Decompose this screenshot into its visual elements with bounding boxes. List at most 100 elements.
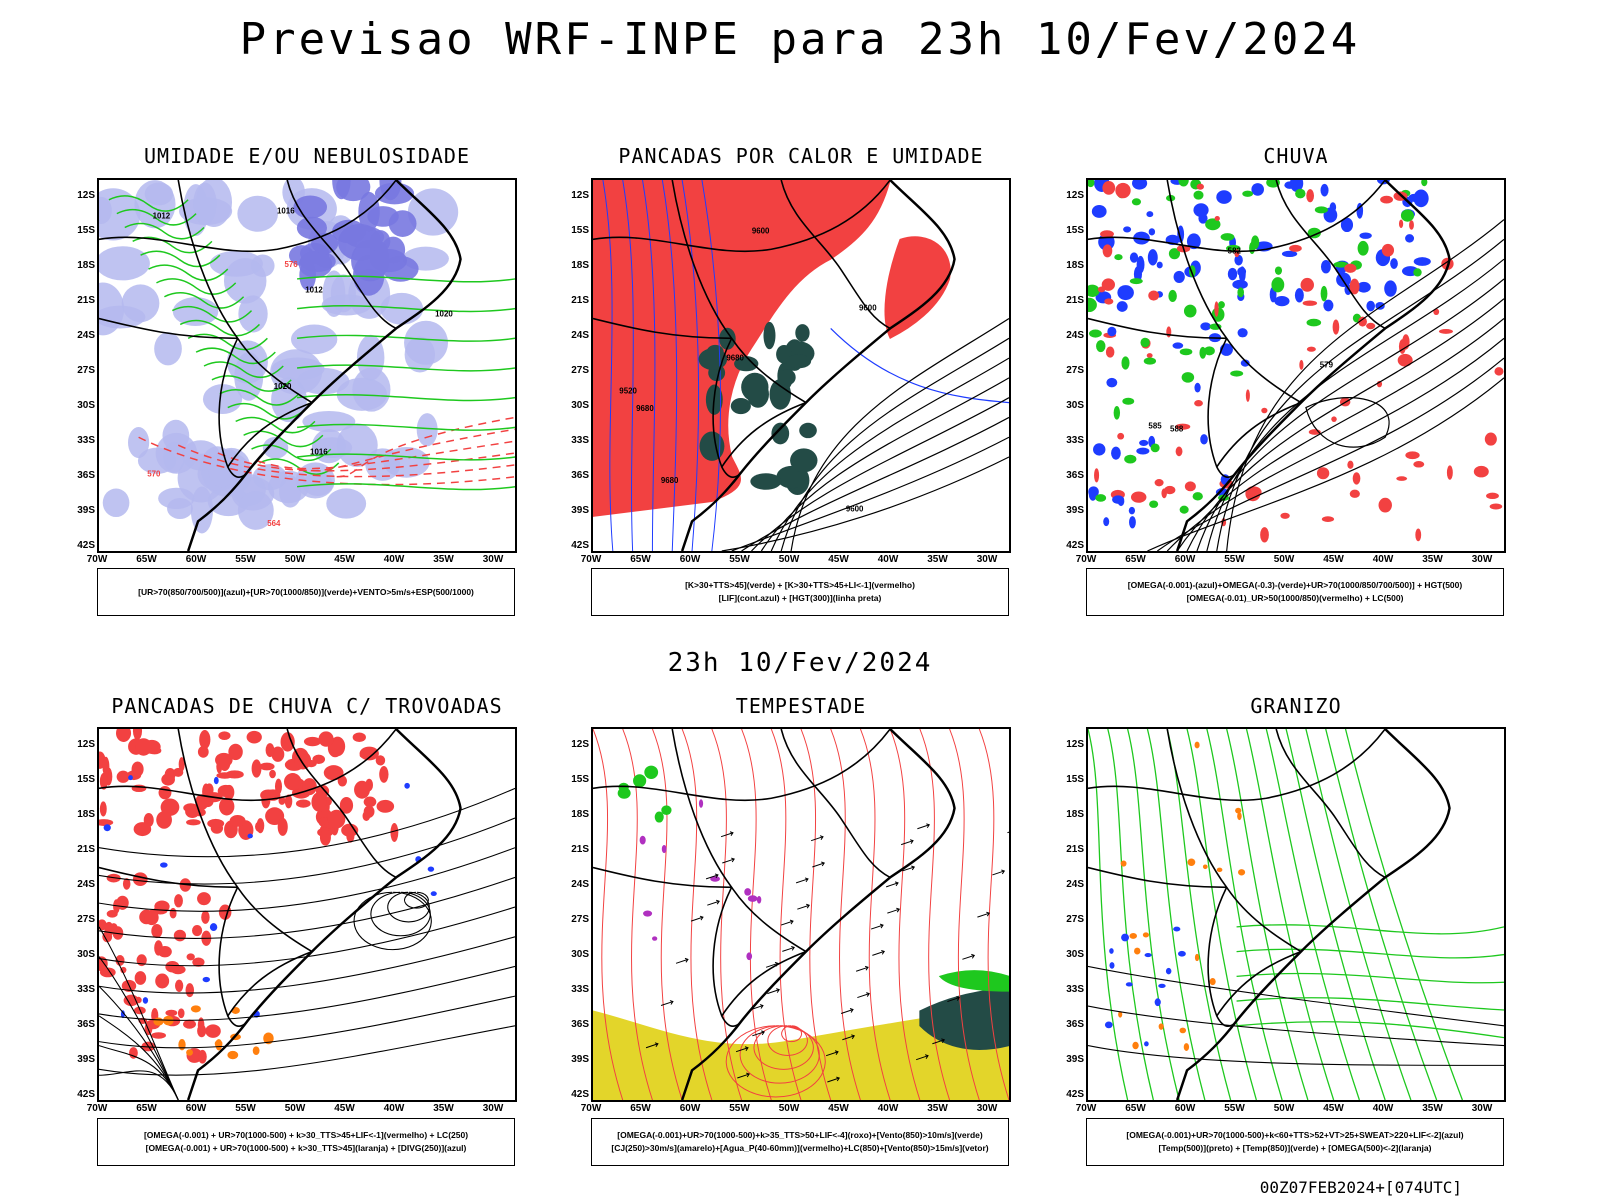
longitude-label: 60W [185, 554, 207, 565]
legend-line: [OMEGA(-0.001) + UR>70(1000-500) + k>30_… [145, 1143, 467, 1153]
latitude-label: 12S [571, 190, 589, 201]
panel-legend: [OMEGA(-0.001) + UR>70(1000-500) + k>30_… [97, 1118, 515, 1166]
latitude-label: 18S [1066, 809, 1084, 820]
latitude-label: 15S [571, 225, 589, 236]
latitude-label: 33S [77, 984, 95, 995]
latitude-label: 30S [571, 400, 589, 411]
latitude-label: 39S [571, 505, 589, 516]
longitude-label: 50W [778, 554, 800, 565]
latitude-label: 36S [77, 1019, 95, 1030]
latitude-label: 27S [571, 914, 589, 925]
longitude-label: 60W [679, 1103, 701, 1114]
map-plot [99, 729, 515, 1100]
contour-label: 1012 [305, 285, 323, 294]
panel-legend: [OMEGA(-0.001)+UR>70(1000-500)+k<60+TTS>… [1086, 1118, 1504, 1166]
contour-label: 1012 [153, 212, 171, 221]
latitude-label: 33S [571, 435, 589, 446]
longitude-label: 70W [86, 554, 108, 565]
latitude-label: 12S [571, 739, 589, 750]
latitude-label: 33S [571, 984, 589, 995]
mid-title: 23h 10/Fev/2024 [667, 648, 933, 678]
latitude-label: 12S [77, 739, 95, 750]
latitude-label: 24S [571, 330, 589, 341]
main-title: Previsao WRF-INPE para 23h 10/Fev/2024 [239, 14, 1361, 65]
panel-legend: [UR>70(850/700/500)](azul)+[UR>70(1000/8… [97, 568, 515, 616]
longitude-label: 40W [877, 1103, 899, 1114]
latitude-label: 21S [77, 844, 95, 855]
legend-line: [LIF](cont.azul) + [HGT(300)](linha pret… [718, 593, 882, 603]
longitude-label: 30W [976, 1103, 998, 1114]
longitude-label: 50W [778, 1103, 800, 1114]
latitude-label: 30S [77, 949, 95, 960]
longitude-label: 45W [1323, 1103, 1344, 1114]
latitude-label: 42S [77, 1089, 95, 1100]
map-plot [593, 729, 1009, 1100]
legend-line: [OMEGA(-0.001)-(azul)+OMEGA(-0.3)-(verde… [1127, 580, 1463, 590]
latitude-label: 36S [77, 470, 95, 481]
longitude-label: 30W [1471, 1103, 1493, 1114]
contour-label: 9600 [846, 505, 864, 514]
longitude-label: 40W [1372, 1103, 1394, 1114]
contour-label: 1020 [274, 382, 292, 391]
latitude-label: 21S [1066, 844, 1084, 855]
contour-label: 582 [1228, 246, 1242, 255]
contour-label: 9680 [636, 404, 654, 413]
longitude-label: 30W [976, 554, 998, 565]
latitude-label: 24S [77, 330, 95, 341]
panel-legend: [OMEGA(-0.001)+UR>70(1000-500)+k>35_TTS>… [591, 1118, 1009, 1166]
contour-label: 9600 [859, 304, 877, 313]
longitude-label: 50W [1273, 1103, 1295, 1114]
legend-line: [OMEGA(-0.01)_UR>50(1000/850)(vermelho) … [1186, 593, 1404, 603]
contour-label: 9600 [752, 226, 770, 235]
latitude-label: 18S [571, 260, 589, 271]
latitude-label: 18S [571, 809, 589, 820]
latitude-label: 24S [1066, 330, 1084, 341]
contour-label: 570 [147, 470, 161, 479]
longitude-label: 40W [1372, 554, 1394, 565]
latitude-label: 42S [571, 540, 589, 551]
longitude-label: 35W [1422, 554, 1443, 565]
legend-line: [K>30+TTS>45](verde) + [K>30+TTS>45+LI<-… [685, 580, 915, 590]
longitude-label: 45W [334, 1103, 355, 1114]
latitude-label: 24S [571, 879, 589, 890]
longitude-label: 35W [433, 1103, 454, 1114]
longitude-label: 60W [1174, 554, 1196, 565]
longitude-label: 70W [86, 1103, 108, 1114]
longitude-label: 30W [482, 554, 504, 565]
latitude-label: 30S [1066, 400, 1084, 411]
latitude-label: 42S [1066, 540, 1084, 551]
longitude-label: 40W [877, 554, 899, 565]
latitude-label: 27S [571, 365, 589, 376]
latitude-label: 21S [1066, 295, 1084, 306]
longitude-label: 65W [1125, 1103, 1146, 1114]
latitude-label: 12S [77, 190, 95, 201]
longitude-label: 70W [580, 1103, 602, 1114]
contour-label: 564 [267, 519, 281, 528]
latitude-label: 42S [77, 540, 95, 551]
latitude-label: 33S [77, 435, 95, 446]
longitude-label: 30W [482, 1103, 504, 1114]
longitude-label: 50W [284, 1103, 306, 1114]
legend-line: [OMEGA(-0.001)+UR>70(1000-500)+k>35_TTS>… [617, 1130, 983, 1140]
longitude-label: 70W [1075, 1103, 1097, 1114]
longitude-label: 45W [828, 554, 849, 565]
panel-title: PANCADAS DE CHUVA C/ TROVOADAS [111, 694, 503, 718]
contour-label: 1020 [435, 309, 453, 318]
legend-line: [CJ(250)>30m/s](amarelo)+[Agua_P(40-60mm… [611, 1143, 989, 1153]
latitude-label: 18S [77, 809, 95, 820]
latitude-label: 33S [1066, 435, 1084, 446]
forecast-map [1086, 727, 1506, 1102]
map-plot [1088, 729, 1504, 1100]
map-plot: 9680 9680 9600 9680 9600 9520 9600 [593, 180, 1009, 551]
latitude-label: 39S [77, 1054, 95, 1065]
contour-label: 9680 [726, 353, 744, 362]
latitude-label: 15S [77, 225, 95, 236]
latitude-label: 39S [77, 505, 95, 516]
longitude-label: 55W [235, 1103, 256, 1114]
latitude-label: 24S [77, 879, 95, 890]
panel-title: UMIDADE E/OU NEBULOSIDADE [143, 144, 471, 168]
longitude-label: 45W [334, 554, 355, 565]
latitude-label: 39S [571, 1054, 589, 1065]
latitude-label: 42S [1066, 1089, 1084, 1100]
latitude-label: 39S [1066, 505, 1084, 516]
